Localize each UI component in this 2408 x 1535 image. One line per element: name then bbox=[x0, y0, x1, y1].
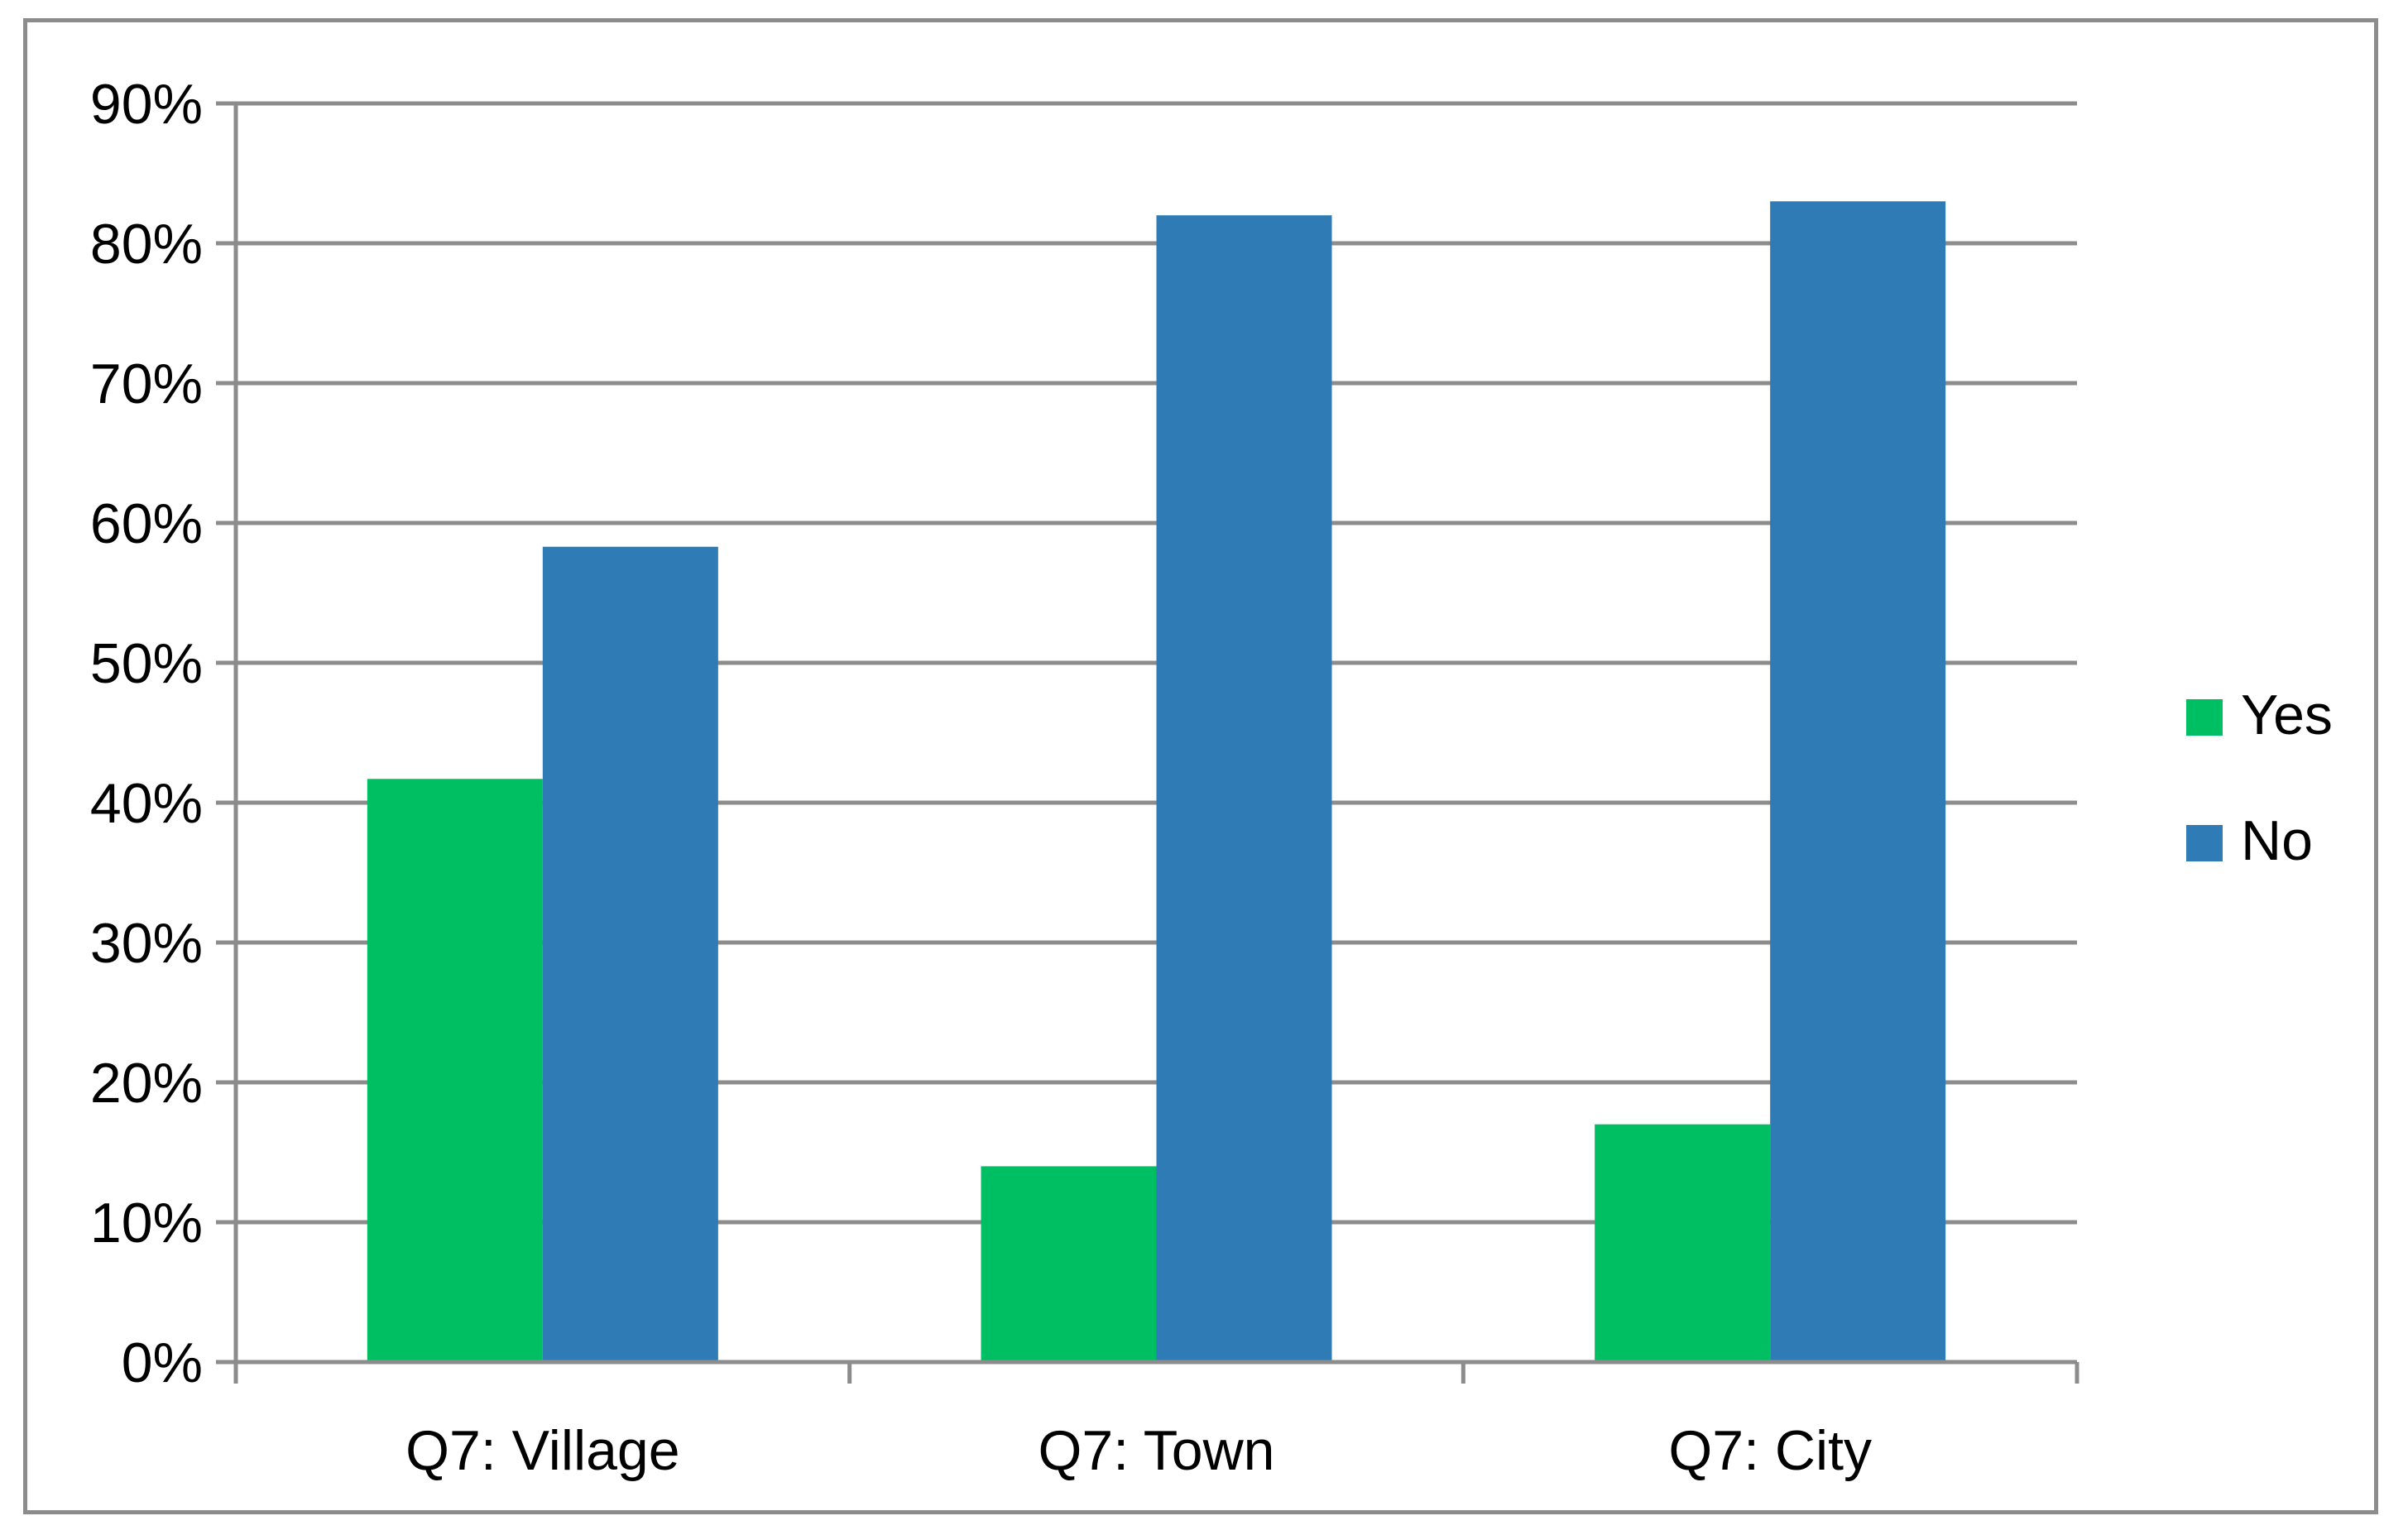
y-tick-label-80: 80% bbox=[90, 213, 203, 276]
y-tick-label-30: 30% bbox=[90, 912, 203, 975]
legend: Yes No bbox=[2186, 684, 2333, 872]
y-tick-label-70: 70% bbox=[90, 353, 203, 415]
y-tick-label-10: 10% bbox=[90, 1192, 203, 1254]
tick-labels: 0% 10% 20% 30% 40% 50% 60% 70% 80% 90% Q7: Village… bbox=[90, 73, 1872, 1482]
y-tick-label-90: 90% bbox=[90, 73, 203, 136]
legend-swatch-no bbox=[2186, 825, 2223, 861]
bar-no-2 bbox=[1156, 215, 1332, 1363]
y-tick-label-50: 50% bbox=[90, 632, 203, 695]
legend-label-no: No bbox=[2241, 809, 2313, 872]
bar-yes-2 bbox=[981, 1166, 1157, 1362]
y-tick-label-40: 40% bbox=[90, 772, 203, 835]
bar-no-1 bbox=[542, 546, 718, 1362]
bar-yes-1 bbox=[367, 779, 543, 1362]
legend-swatch-yes bbox=[2186, 699, 2223, 736]
x-tick-label-3: Q7: City bbox=[1668, 1419, 1872, 1482]
axes bbox=[216, 101, 2079, 1384]
bar-yes-3 bbox=[1595, 1124, 1771, 1362]
bar-no-3 bbox=[1770, 201, 1946, 1362]
x-tick-label-2: Q7: Town bbox=[1038, 1419, 1274, 1482]
bars bbox=[367, 201, 1946, 1363]
x-tick-label-1: Q7: Village bbox=[405, 1419, 679, 1482]
y-tick-label-0: 0% bbox=[122, 1331, 203, 1394]
y-tick-label-20: 20% bbox=[90, 1052, 203, 1115]
legend-label-yes: Yes bbox=[2241, 684, 2333, 746]
y-tick-label-60: 60% bbox=[90, 492, 203, 555]
